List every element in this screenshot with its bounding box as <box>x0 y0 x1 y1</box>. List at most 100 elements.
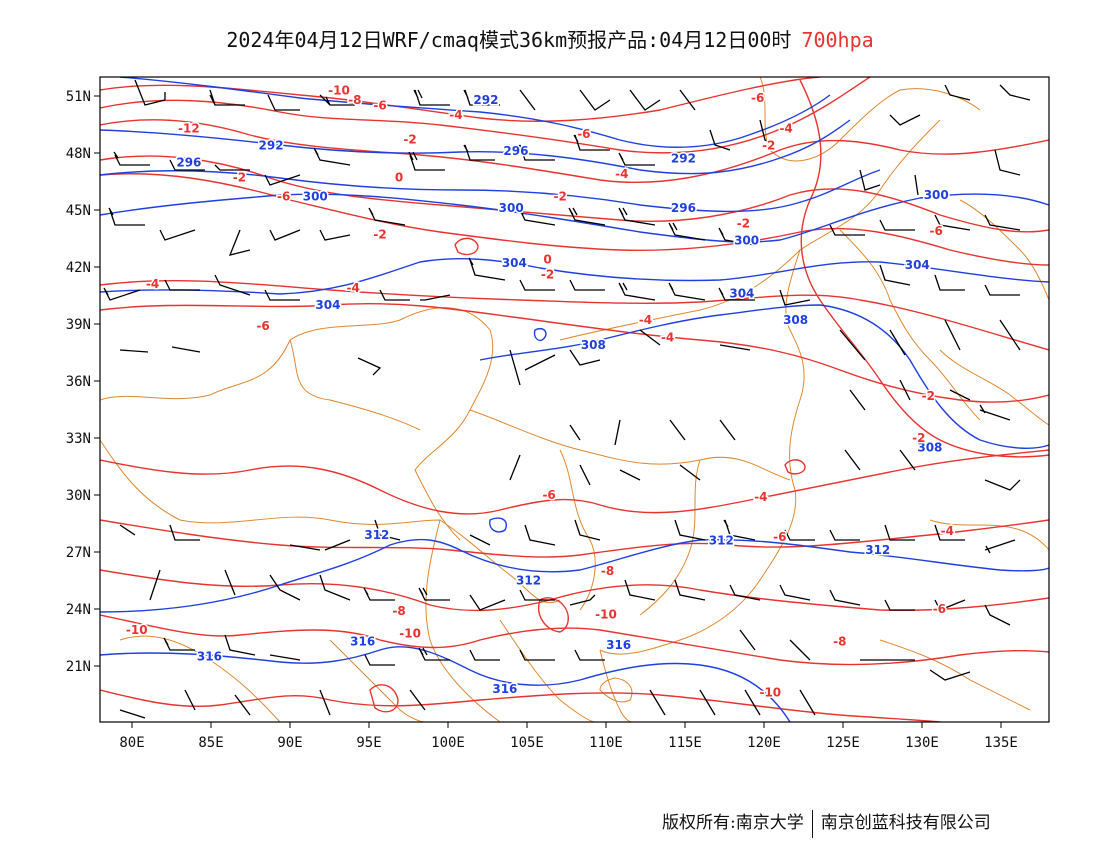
wind-barb <box>574 519 601 541</box>
height-labels: 292 292 292 296 296 296 300 300 300 300 304 304 304 3… <box>175 91 950 697</box>
lat-label: 33N <box>66 431 91 447</box>
wind-barb <box>313 147 351 166</box>
wind-barb <box>519 279 555 291</box>
wind-barb <box>984 479 1021 491</box>
wind-barb <box>999 84 1031 101</box>
height-contour-label: 316 <box>350 634 375 648</box>
height-contour-label: 300 <box>303 190 328 204</box>
height-contour-label: 316 <box>492 682 517 696</box>
wind-barb <box>468 257 506 281</box>
wind-barb <box>169 524 200 541</box>
wind-barb <box>103 287 141 301</box>
wind-barb <box>224 634 256 656</box>
height-contour-label: 300 <box>734 233 759 247</box>
boundary-line <box>329 639 426 722</box>
height-contour-label: 300 <box>499 201 524 215</box>
wind-barb <box>264 289 300 301</box>
wind-barb <box>668 282 706 301</box>
height-contour-label: 304 <box>905 258 930 272</box>
temperature-contour-label: -4 <box>449 108 462 122</box>
wind-barb <box>469 594 506 611</box>
wind-barb <box>573 134 610 151</box>
copyright-footer: 版权所有:南京大学 南京创蓝科技有限公司 <box>662 808 991 838</box>
wind-barb <box>163 637 195 651</box>
wind-barb <box>269 574 301 601</box>
wind-barb <box>619 469 641 481</box>
boundary-line <box>425 519 501 722</box>
height-contour <box>533 328 547 342</box>
lat-label: 27N <box>66 545 91 561</box>
wind-barb <box>228 229 251 256</box>
wind-barb <box>789 639 811 661</box>
height-contour <box>100 169 881 213</box>
temperature-contour-label: -2 <box>912 431 925 445</box>
wind-barb <box>269 654 301 661</box>
temperature-contour-label: -6 <box>933 602 946 616</box>
wind-barb <box>413 89 450 106</box>
title-main: 2024年04月12日WRF/cmaq模式36km预报产品:04月12日00时 <box>226 28 792 52</box>
wind-barb <box>418 587 450 601</box>
temperature-contour <box>538 597 569 633</box>
boundary-line <box>499 619 596 722</box>
boundary-line <box>959 199 1049 301</box>
wind-barb <box>519 649 555 661</box>
wind-barb <box>729 584 761 601</box>
temperature-contour-label: -6 <box>930 224 943 238</box>
wind-barb <box>171 346 201 353</box>
wind-barb <box>119 524 136 536</box>
wind-barb <box>184 689 196 711</box>
height-contour-label: 304 <box>315 298 340 312</box>
wind-barb <box>934 214 971 231</box>
temperature-contour-label: -6 <box>751 91 764 105</box>
height-contour-label: 292 <box>259 138 284 152</box>
temperature-contour-label: -2 <box>922 389 935 403</box>
temperature-contour-label: -8 <box>392 604 405 618</box>
wind-barb <box>994 149 1021 176</box>
boundary-line <box>599 249 805 655</box>
temperature-contour-label: -2 <box>554 190 567 204</box>
wind-barb <box>379 289 410 301</box>
temperature-contour-label: -4 <box>941 524 954 538</box>
boundary-line <box>599 649 633 722</box>
temperature-contour-label: -6 <box>542 488 555 502</box>
wind-barb <box>723 519 756 541</box>
wind-barb <box>739 629 756 651</box>
temperature-contour-label: -2 <box>737 216 750 230</box>
temperature-contour-label: -2 <box>541 268 554 282</box>
wind-barb <box>569 594 596 606</box>
height-contour <box>489 517 507 533</box>
wind-barb <box>518 207 556 226</box>
wind-barb <box>568 207 606 226</box>
wind-barb <box>108 207 145 226</box>
temperature-contour-label: -12 <box>178 121 200 135</box>
wind-barb <box>408 151 445 171</box>
temperature-contours <box>100 77 1049 722</box>
wind-barb <box>829 224 865 236</box>
wind-barb <box>674 579 706 601</box>
temperature-contour <box>100 119 1049 184</box>
temperature-contour-label: -4 <box>347 281 360 295</box>
wind-barb <box>269 229 301 241</box>
lon-axis: 80E 85E 90E 95E 100E 105E 110E 115E 120E… <box>119 722 1018 751</box>
lat-label: 45N <box>66 203 91 219</box>
wind-barb <box>469 534 491 546</box>
height-contour-label: 312 <box>516 574 541 588</box>
temperature-contour-label: -4 <box>639 313 652 327</box>
wind-barb <box>618 207 656 226</box>
wind-barb <box>363 587 395 601</box>
wind-barb <box>159 229 196 241</box>
wind-barb <box>719 344 751 351</box>
wind-barb <box>859 169 881 191</box>
lat-label: 42N <box>66 260 91 276</box>
temperature-contour <box>100 449 1049 515</box>
height-contour-label: 312 <box>364 528 389 542</box>
temperature-contour-label: -8 <box>601 564 614 578</box>
wind-barb <box>169 159 205 171</box>
wind-barb <box>614 419 621 446</box>
lat-label: 51N <box>66 89 91 105</box>
wind-barb <box>209 89 245 106</box>
wind-barb <box>668 222 706 241</box>
wind-barb <box>119 349 149 353</box>
wind-barb <box>368 207 406 226</box>
temperature-contour-label: -10 <box>126 623 148 637</box>
